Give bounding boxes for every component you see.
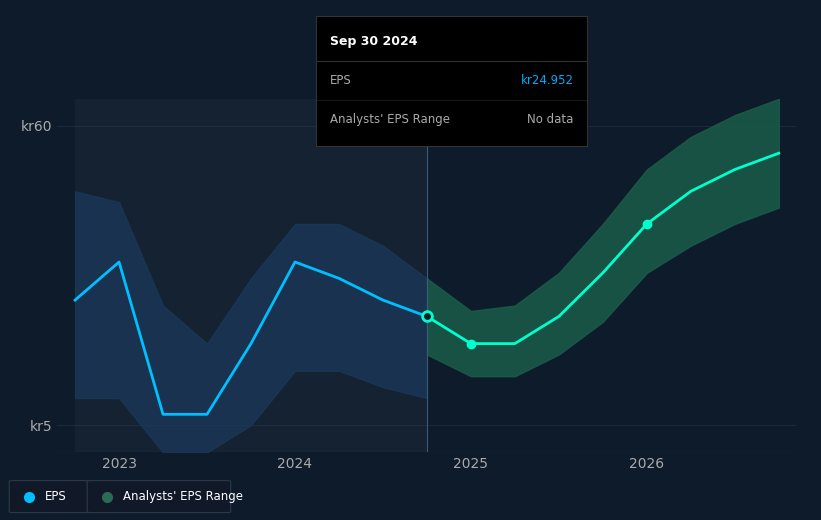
Text: Analysts' EPS Range: Analysts' EPS Range: [330, 113, 450, 126]
Text: Analysts' EPS Range: Analysts' EPS Range: [123, 490, 243, 503]
Text: EPS: EPS: [330, 74, 351, 87]
Text: kr24.952: kr24.952: [521, 74, 573, 87]
Text: Sep 30 2024: Sep 30 2024: [330, 35, 417, 48]
Text: Analysts Forecasts: Analysts Forecasts: [432, 105, 548, 118]
Text: No data: No data: [527, 113, 573, 126]
FancyBboxPatch shape: [9, 480, 90, 513]
FancyBboxPatch shape: [87, 480, 231, 513]
Bar: [75, 99, 427, 452]
Text: EPS: EPS: [45, 490, 67, 503]
Text: Actual: Actual: [383, 105, 422, 118]
